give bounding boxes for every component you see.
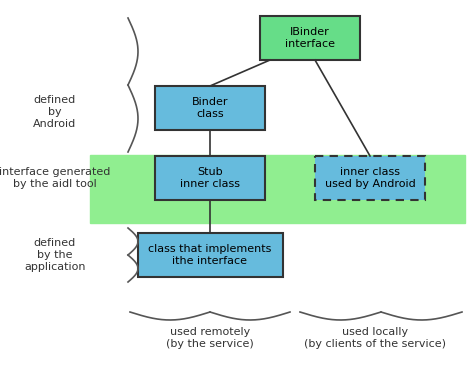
- Text: Binder
class: Binder class: [192, 97, 228, 119]
- Text: inner class
used by Android: inner class used by Android: [325, 167, 415, 189]
- Bar: [155, 86, 265, 130]
- Text: interface generated
by the aidl tool: interface generated by the aidl tool: [0, 167, 111, 189]
- Bar: [137, 233, 283, 277]
- Text: used locally
(by clients of the service): used locally (by clients of the service): [304, 327, 446, 349]
- Bar: [315, 156, 425, 200]
- Text: Stub
inner class: Stub inner class: [180, 167, 240, 189]
- Text: used remotely
(by the service): used remotely (by the service): [166, 327, 254, 349]
- Text: IBinder
interface: IBinder interface: [285, 27, 335, 49]
- Text: class that implements
ithe interface: class that implements ithe interface: [148, 244, 272, 266]
- Bar: [260, 16, 360, 60]
- Bar: [90, 155, 465, 223]
- Bar: [155, 156, 265, 200]
- Text: defined
by the
application: defined by the application: [24, 238, 86, 272]
- Text: defined
by
Android: defined by Android: [34, 95, 76, 128]
